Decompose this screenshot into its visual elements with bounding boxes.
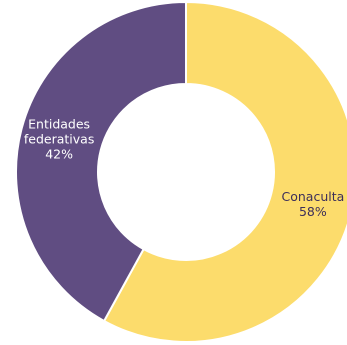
- slice-0-label: Conaculta: [281, 189, 344, 204]
- slice-0-value-label: 58%: [299, 204, 327, 219]
- donut-slices: [15, 0, 347, 343]
- slice-1-label: federativas: [24, 131, 94, 146]
- slice-0: [102, 0, 347, 343]
- slice-1: [15, 0, 187, 323]
- slice-1-label: Entidades: [28, 116, 90, 131]
- slice-1-value-label: 42%: [45, 146, 73, 161]
